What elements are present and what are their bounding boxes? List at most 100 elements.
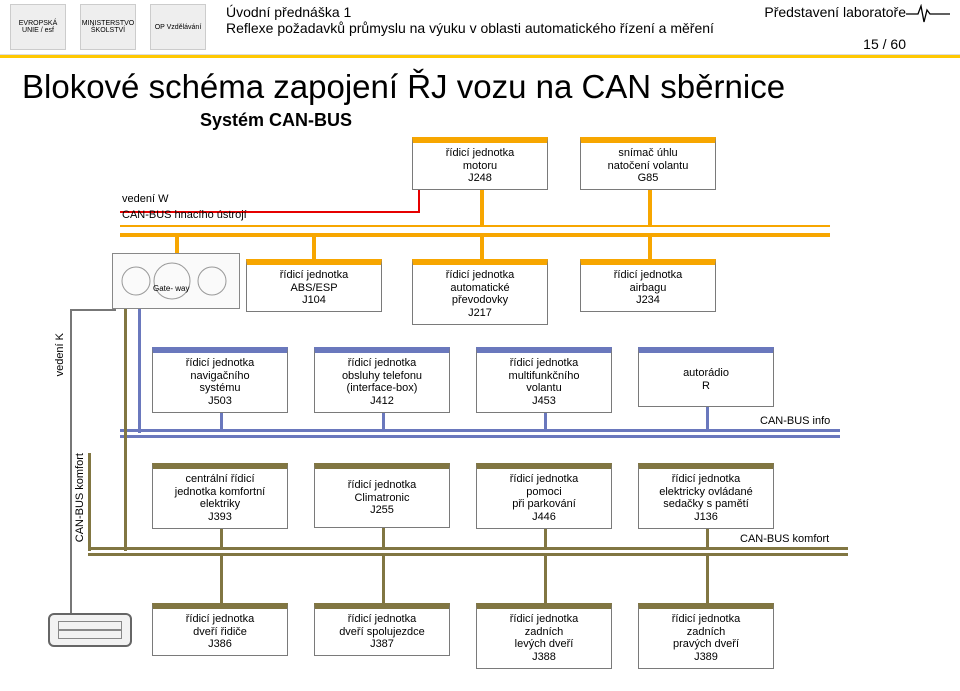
node-prevodovka: řídicí jednotka automatické převodovky J… [412,259,548,325]
text: zadních [641,626,771,639]
node-climatronic: řídicí jednotka Climatronic J255 [314,463,450,528]
header-title-right: Představení laboratoře [764,4,906,20]
text: systému [155,382,285,395]
node-volant-sensor: snímač úhlu natočení volantu G85 [580,137,716,190]
text: J234 [583,294,713,307]
text: pravých dveří [641,638,771,651]
text: řídicí jednotka [155,613,285,626]
header-subtitle: Reflexe požadavků průmyslu na výuku v ob… [226,20,906,36]
gateway-label: Gate- way [153,284,189,293]
text: elektricky ovládané [641,486,771,499]
text: převodovky [415,294,545,307]
slide-header: EVROPSKÁ UNIE / esf MINISTERSTVO ŠKOLSTV… [0,0,960,55]
node-door-rear-left: řídicí jednotka zadních levých dveří J38… [476,603,612,669]
text: řídicí jednotka [317,479,447,492]
node-central: centrální řídicí jednotka komfortní elek… [152,463,288,529]
text: jednotka komfortní [155,486,285,499]
node-multi: řídicí jednotka multifunkčního volantu J… [476,347,612,413]
accent-bar [0,55,960,58]
system-title: Systém CAN-BUS [200,110,960,131]
node-nav: řídicí jednotka navigačního systému J503 [152,347,288,413]
text: (interface-box) [317,382,447,395]
logo-eu: EVROPSKÁ UNIE / esf [10,4,66,50]
text: navigačního [155,370,285,383]
text: J453 [479,395,609,408]
text: autorádio [641,367,771,380]
text: při parkování [479,498,609,511]
node-motor: řídicí jednotka motoru J248 [412,137,548,190]
text: natočení volantu [583,160,713,173]
text: G85 [583,172,713,185]
can-bus-diagram: vedení W CAN-BUS hnacího ústrojí vedení … [10,133,950,673]
logo-op: OP Vzdělávání [150,4,206,50]
text: řídicí jednotka [415,269,545,282]
header-text: Úvodní přednáška 1 Představení laboratoř… [226,4,906,52]
obd-connector-icon [48,613,132,647]
text: J393 [155,511,285,524]
text: snímač úhlu [583,147,713,160]
page-title: Blokové schéma zapojení ŘJ vozu na CAN s… [22,68,960,106]
text: J255 [317,504,447,517]
text: zadních [479,626,609,639]
text: J386 [155,638,285,651]
page-number: 15 / 60 [226,36,906,52]
text: J136 [641,511,771,524]
text: J388 [479,651,609,664]
node-radio: autorádio R [638,347,774,407]
text: multifunkčního [479,370,609,383]
node-seats: řídicí jednotka elektricky ovládané seda… [638,463,774,529]
text: J248 [415,172,545,185]
node-door-rear-right: řídicí jednotka zadních pravých dveří J3… [638,603,774,669]
label-komfort-bus: CAN-BUS komfort [740,533,829,545]
node-gateway: Gate- way [112,253,240,309]
node-telefon: řídicí jednotka obsluhy telefonu (interf… [314,347,450,413]
label-vedeni-k: vedení K [54,333,66,376]
text: obsluhy telefonu [317,370,447,383]
text: J503 [155,395,285,408]
text: řídicí jednotka [641,473,771,486]
logo-row: EVROPSKÁ UNIE / esf MINISTERSTVO ŠKOLSTV… [10,4,206,50]
text: řídicí jednotka [479,357,609,370]
logo-ministry: MINISTERSTVO ŠKOLSTVÍ [80,4,136,50]
text: dveří řidiče [155,626,285,639]
node-door-passenger: řídicí jednotka dveří spolujezdce J387 [314,603,450,656]
label-info-bus: CAN-BUS info [760,415,830,427]
text: J446 [479,511,609,524]
text: J387 [317,638,447,651]
text: automatické [415,282,545,295]
text: řídicí jednotka [479,613,609,626]
text: řídicí jednotka [249,269,379,282]
text: ABS/ESP [249,282,379,295]
text: pomoci [479,486,609,499]
text: elektriky [155,498,285,511]
text: levých dveří [479,638,609,651]
text: řídicí jednotka [641,613,771,626]
text: J217 [415,307,545,320]
text: volantu [479,382,609,395]
text: řídicí jednotka [415,147,545,160]
text: J104 [249,294,379,307]
pulse-icon [906,4,950,24]
text: řídicí jednotka [317,613,447,626]
text: řídicí jednotka [155,357,285,370]
text: dveří spolujezdce [317,626,447,639]
text: J412 [317,395,447,408]
node-airbag: řídicí jednotka airbagu J234 [580,259,716,312]
text: centrální řídicí [155,473,285,486]
label-hnaci: CAN-BUS hnacího ústrojí [122,209,247,221]
node-abs: řídicí jednotka ABS/ESP J104 [246,259,382,312]
text: řídicí jednotka [479,473,609,486]
text: R [641,380,771,393]
text: airbagu [583,282,713,295]
text: sedačky s pamětí [641,498,771,511]
text: řídicí jednotka [317,357,447,370]
text: J389 [641,651,771,664]
header-title-left: Úvodní přednáška 1 [226,4,351,20]
node-park: řídicí jednotka pomoci při parkování J44… [476,463,612,529]
label-komfort-vert: CAN-BUS komfort [74,453,86,542]
text: Climatronic [317,492,447,505]
label-vedeni-w: vedení W [122,193,168,205]
text: motoru [415,160,545,173]
text: řídicí jednotka [583,269,713,282]
node-door-driver: řídicí jednotka dveří řidiče J386 [152,603,288,656]
